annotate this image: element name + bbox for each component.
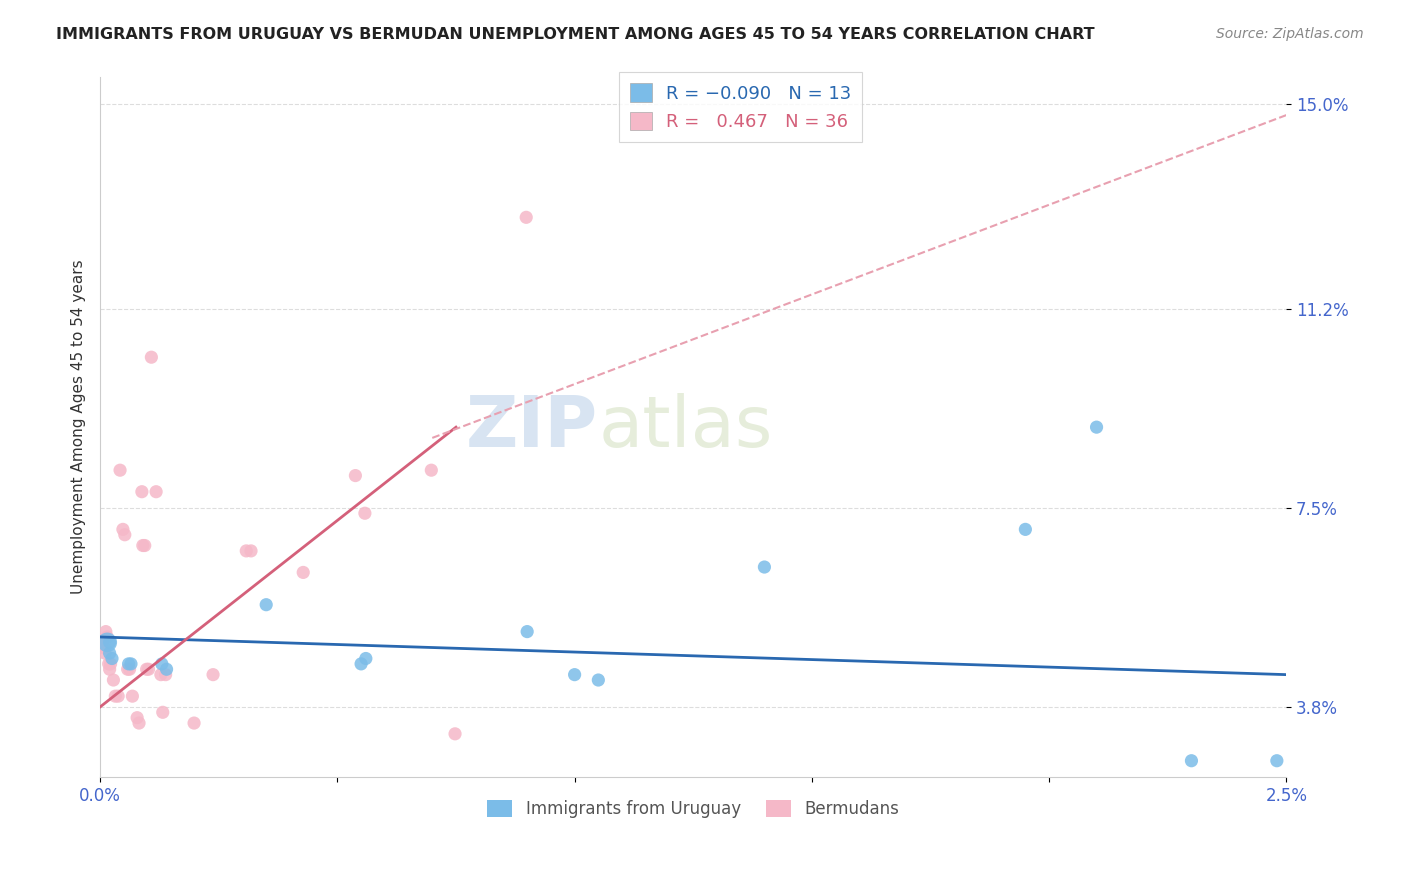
- Point: [93, 640, 115, 655]
- Point: [155, 662, 177, 676]
- Point: [120, 657, 142, 671]
- Point: [202, 667, 225, 681]
- Point: [354, 506, 377, 520]
- Point: [104, 689, 127, 703]
- Point: [98, 646, 121, 660]
- Point: [292, 566, 315, 580]
- Point: [128, 716, 150, 731]
- Text: atlas: atlas: [599, 392, 773, 462]
- Point: [354, 651, 377, 665]
- Point: [138, 662, 160, 676]
- Point: [141, 350, 163, 364]
- Point: [444, 727, 467, 741]
- Point: [91, 635, 114, 649]
- Point: [100, 657, 122, 671]
- Text: IMMIGRANTS FROM URUGUAY VS BERMUDAN UNEMPLOYMENT AMONG AGES 45 TO 54 YEARS CORRE: IMMIGRANTS FROM URUGUAY VS BERMUDAN UNEM…: [56, 27, 1095, 42]
- Point: [103, 673, 125, 687]
- Text: ZIP: ZIP: [467, 392, 599, 462]
- Point: [240, 544, 263, 558]
- Point: [132, 539, 155, 553]
- Point: [108, 463, 131, 477]
- Point: [134, 539, 156, 553]
- Point: [97, 657, 120, 671]
- Point: [149, 667, 172, 681]
- Point: [96, 635, 118, 649]
- Point: [754, 560, 776, 574]
- Point: [155, 667, 177, 681]
- Point: [145, 484, 167, 499]
- Point: [98, 635, 121, 649]
- Point: [98, 662, 121, 676]
- Point: [254, 598, 277, 612]
- Point: [135, 662, 157, 676]
- Point: [516, 624, 538, 639]
- Point: [121, 689, 143, 703]
- Point: [96, 630, 118, 644]
- Point: [588, 673, 610, 687]
- Point: [101, 651, 124, 665]
- Point: [127, 711, 149, 725]
- Point: [117, 657, 139, 671]
- Point: [94, 646, 117, 660]
- Point: [1180, 754, 1202, 768]
- Point: [111, 522, 134, 536]
- Point: [1265, 754, 1288, 768]
- Point: [94, 624, 117, 639]
- Point: [235, 544, 257, 558]
- Point: [150, 657, 173, 671]
- Point: [350, 657, 373, 671]
- Text: Source: ZipAtlas.com: Source: ZipAtlas.com: [1216, 27, 1364, 41]
- Y-axis label: Unemployment Among Ages 45 to 54 years: Unemployment Among Ages 45 to 54 years: [72, 260, 86, 594]
- Point: [183, 716, 205, 731]
- Point: [1014, 522, 1036, 536]
- Point: [117, 662, 139, 676]
- Point: [131, 484, 153, 499]
- Point: [420, 463, 443, 477]
- Point: [344, 468, 367, 483]
- Legend: Immigrants from Uruguay, Bermudans: Immigrants from Uruguay, Bermudans: [481, 793, 905, 824]
- Point: [1085, 420, 1108, 434]
- Point: [114, 528, 136, 542]
- Point: [152, 706, 174, 720]
- Point: [515, 211, 537, 225]
- Point: [118, 662, 141, 676]
- Point: [564, 667, 586, 681]
- Point: [107, 689, 129, 703]
